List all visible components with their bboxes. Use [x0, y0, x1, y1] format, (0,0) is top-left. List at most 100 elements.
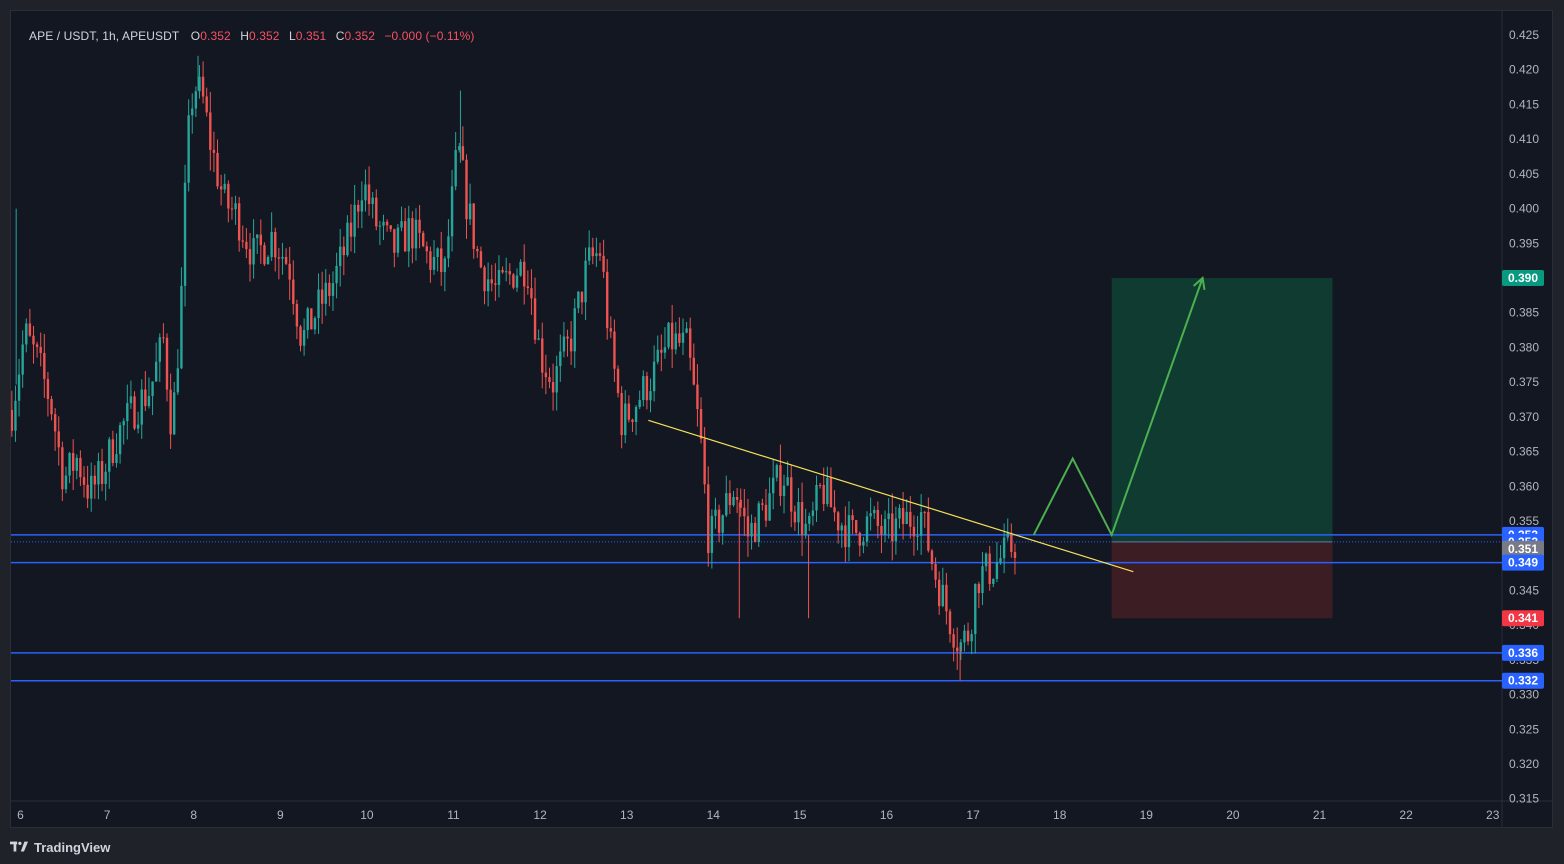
candle-body[interactable] — [1013, 552, 1017, 559]
candle-body[interactable] — [1006, 532, 1009, 538]
candle-body[interactable] — [414, 219, 418, 249]
candle-body[interactable] — [649, 391, 652, 401]
candle-body[interactable] — [201, 76, 205, 97]
candle-body[interactable] — [79, 457, 82, 478]
candle-body[interactable] — [631, 419, 634, 422]
candle-body[interactable] — [551, 382, 555, 393]
candle-body[interactable] — [288, 263, 291, 280]
candle-body[interactable] — [927, 512, 930, 551]
candle-body[interactable] — [725, 493, 728, 516]
candle-body[interactable] — [158, 337, 161, 362]
price-tag-level[interactable] — [1502, 644, 1544, 661]
candle-body[interactable] — [378, 225, 382, 227]
target-zone[interactable] — [1111, 278, 1333, 542]
candle-body[interactable] — [176, 368, 180, 393]
candle-body[interactable] — [504, 271, 508, 273]
candle-body[interactable] — [263, 245, 266, 265]
candle-body[interactable] — [479, 251, 483, 268]
candle-body[interactable] — [371, 197, 374, 205]
candle-body[interactable] — [717, 509, 721, 533]
candlestick-chart[interactable]: 0.425 0.420 0.415 0.410 0.405 0.400 0.395 0.390… — [11, 11, 1553, 828]
candle-body[interactable] — [306, 308, 309, 331]
candle-body[interactable] — [180, 285, 183, 369]
candle-body[interactable] — [667, 322, 670, 348]
candle-body[interactable] — [815, 484, 818, 511]
candle-body[interactable] — [266, 257, 270, 265]
candle-body[interactable] — [353, 204, 356, 237]
candle-body[interactable] — [905, 511, 908, 525]
candle-body[interactable] — [634, 406, 638, 422]
candle-body[interactable] — [587, 247, 591, 261]
candle-body[interactable] — [670, 322, 674, 350]
candle-body[interactable] — [616, 368, 620, 394]
candle-body[interactable] — [338, 246, 342, 266]
candle-body[interactable] — [865, 516, 869, 542]
candle-body[interactable] — [912, 526, 916, 537]
candle-body[interactable] — [771, 477, 775, 494]
candle-body[interactable] — [461, 146, 465, 160]
candle-body[interactable] — [797, 502, 800, 523]
candle-body[interactable] — [609, 328, 613, 332]
candle-body[interactable] — [57, 431, 60, 448]
candle-body[interactable] — [764, 504, 768, 521]
candle-body[interactable] — [894, 518, 898, 542]
candle-body[interactable] — [577, 291, 580, 309]
candle-body[interactable] — [844, 525, 847, 548]
candle-body[interactable] — [194, 91, 198, 109]
candle-body[interactable] — [86, 484, 89, 499]
candle-body[interactable] — [46, 378, 50, 400]
candle-body[interactable] — [501, 270, 504, 273]
candle-body[interactable] — [945, 584, 948, 612]
candle-body[interactable] — [407, 218, 410, 252]
brand-name[interactable]: TradingView — [34, 839, 111, 855]
candle-body[interactable] — [533, 298, 537, 340]
candle-body[interactable] — [61, 447, 64, 490]
candle-body[interactable] — [248, 249, 252, 265]
candle-body[interactable] — [11, 409, 14, 431]
candle-body[interactable] — [984, 553, 988, 567]
candle-body[interactable] — [118, 425, 122, 455]
candle-body[interactable] — [880, 526, 883, 535]
candle-body[interactable] — [681, 332, 685, 343]
candle-body[interactable] — [808, 515, 811, 524]
candle-body[interactable] — [411, 218, 414, 249]
candle-body[interactable] — [923, 512, 926, 514]
candle-body[interactable] — [147, 396, 151, 407]
candle-body[interactable] — [50, 399, 53, 415]
candle-body[interactable] — [645, 376, 649, 401]
candle-body[interactable] — [624, 403, 627, 436]
candle-body[interactable] — [977, 583, 981, 594]
candle-body[interactable] — [508, 271, 511, 275]
candle-body[interactable] — [162, 337, 165, 339]
candle-body[interactable] — [559, 351, 562, 367]
candle-body[interactable] — [169, 389, 172, 435]
candle-body[interactable] — [497, 270, 501, 285]
candle-body[interactable] — [663, 347, 667, 353]
candle-body[interactable] — [310, 308, 313, 330]
candle-body[interactable] — [595, 253, 598, 257]
candle-body[interactable] — [956, 647, 959, 652]
candle-body[interactable] — [786, 477, 789, 486]
candle-body[interactable] — [28, 323, 32, 336]
candle-body[interactable] — [440, 248, 443, 273]
candle-body[interactable] — [515, 275, 519, 288]
candle-body[interactable] — [757, 503, 760, 542]
candle-body[interactable] — [638, 400, 641, 407]
candle-body[interactable] — [35, 344, 39, 347]
candle-body[interactable] — [302, 330, 306, 346]
candle-body[interactable] — [916, 535, 919, 537]
candle-body[interactable] — [768, 493, 771, 521]
candle-body[interactable] — [483, 267, 486, 292]
candle-body[interactable] — [389, 225, 392, 230]
candle-body[interactable] — [728, 493, 732, 506]
candle-body[interactable] — [883, 519, 887, 535]
candle-body[interactable] — [230, 208, 234, 210]
candle-body[interactable] — [602, 255, 605, 272]
candle-body[interactable] — [154, 361, 158, 382]
candle-body[interactable] — [782, 485, 786, 496]
candle-body[interactable] — [292, 279, 295, 305]
candle-body[interactable] — [447, 236, 450, 259]
candle-body[interactable] — [674, 333, 677, 350]
candle-body[interactable] — [245, 241, 248, 250]
candle-body[interactable] — [891, 513, 894, 542]
